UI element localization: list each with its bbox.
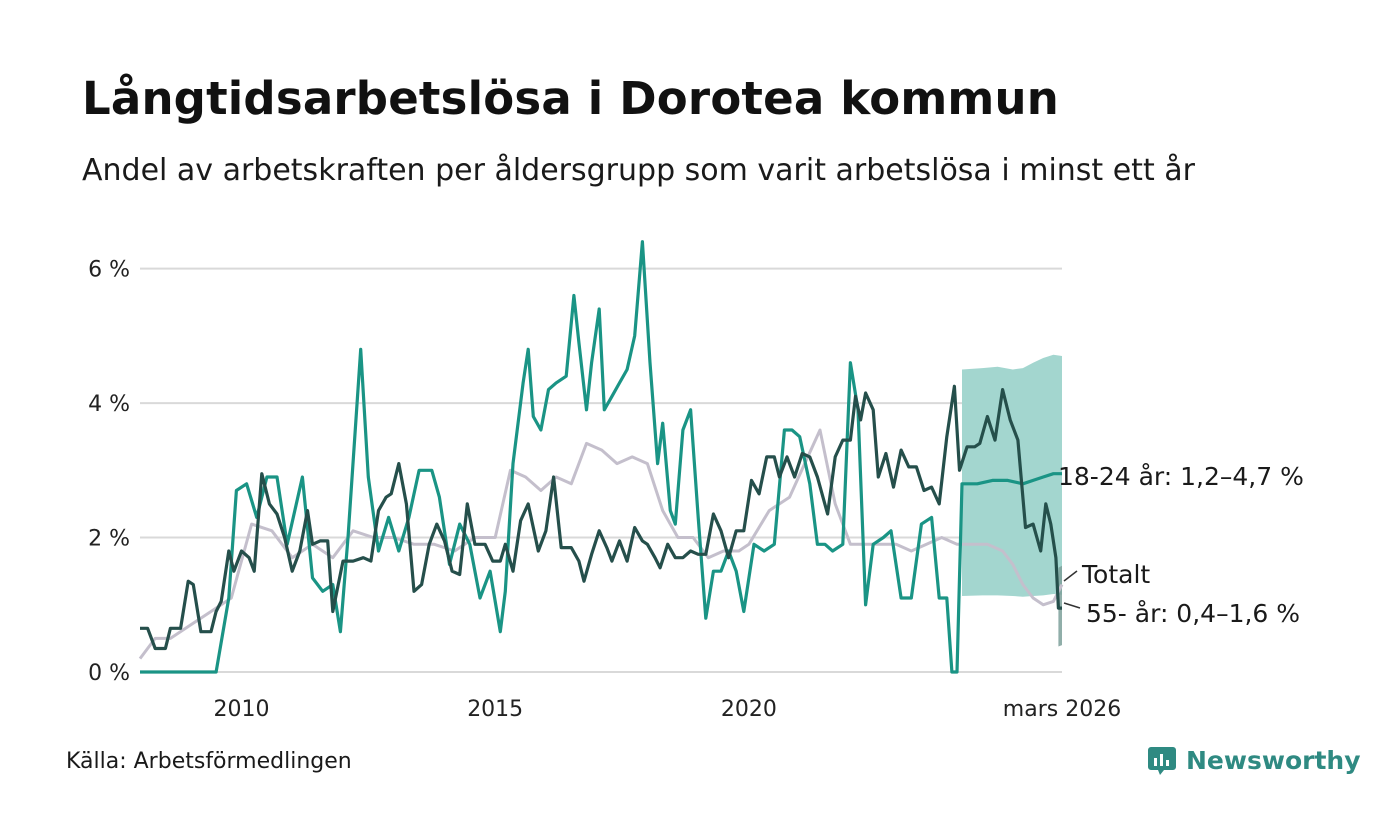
x-tick-label: 2015 [467, 697, 523, 722]
series-lines [138, 240, 1064, 674]
series-line-1824r [140, 240, 1062, 674]
label-leader-line [1063, 602, 1081, 609]
source-note: Källa: Arbetsförmedlingen [66, 749, 352, 774]
x-tick-label: 2010 [213, 697, 269, 722]
newsworthy-logo-icon [1148, 747, 1176, 775]
y-tick-label: 0 % [88, 661, 130, 686]
y-tick-label: 2 % [88, 527, 130, 552]
series-end-label: 55- år: 0,4–1,6 % [1086, 599, 1300, 628]
x-axis: 2010 2015 2020 mars 2026 [213, 697, 1121, 722]
x-tick-label: mars 2026 [1003, 697, 1121, 722]
series-line-55r [140, 384, 1062, 651]
grid-lines [140, 267, 1062, 673]
brand: Newsworthy [1148, 742, 1361, 778]
y-tick-label: 6 % [88, 258, 130, 283]
series-labels: 18-24 år: 1,2–4,7 % Totalt 55- år: 0,4–1,6… [1058, 462, 1304, 628]
chart-subtitle: Andel av arbetskraften per åldersgrupp s… [82, 153, 1195, 188]
y-axis: 0 % 2 % 4 % 6 % [88, 258, 130, 686]
series-end-label: 18-24 år: 1,2–4,7 % [1058, 462, 1304, 491]
label-leader-line [1063, 570, 1078, 582]
x-tick-label: 2020 [721, 697, 777, 722]
y-tick-label: 4 % [88, 392, 130, 417]
series-line-totalt [138, 428, 1064, 660]
chart-title: Långtidsarbetslösa i Dorotea kommun [82, 72, 1059, 125]
brand-name: Newsworthy [1186, 745, 1361, 775]
series-end-label: Totalt [1081, 560, 1150, 589]
